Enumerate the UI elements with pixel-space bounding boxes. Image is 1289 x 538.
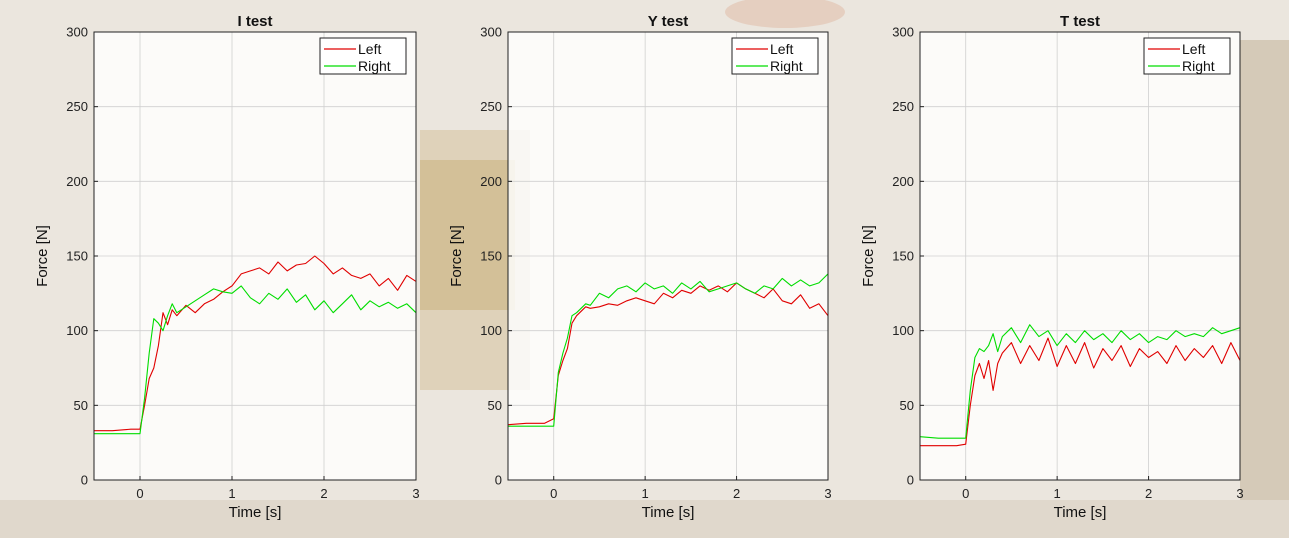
y-tick-label: 100 (66, 323, 88, 338)
chart-title: I test (237, 13, 272, 30)
y-tick-label: 100 (480, 323, 502, 338)
x-axis-label: Time [s] (1054, 504, 1107, 521)
x-tick-label: 2 (733, 486, 740, 501)
legend-label-left: Left (358, 41, 381, 57)
x-tick-label: 0 (550, 486, 557, 501)
x-tick-label: 3 (824, 486, 831, 501)
legend-label-left: Left (1182, 41, 1205, 57)
x-axis-label: Time [s] (642, 504, 695, 521)
y-axis-label: Force [N] (860, 225, 877, 287)
y-tick-label: 300 (892, 25, 914, 40)
x-tick-label: 0 (962, 486, 969, 501)
x-tick-label: 3 (1236, 486, 1243, 501)
chart-panel-2: 0 50 100 150 200 250 300 0 1 2 3 Y test Time [s] Forc… (448, 13, 832, 521)
x-tick-label: 3 (412, 486, 419, 501)
y-tick-label: 150 (66, 249, 88, 264)
y-tick-label: 250 (892, 99, 914, 114)
y-tick-label: 300 (480, 25, 502, 40)
y-tick-label: 150 (480, 249, 502, 264)
legend-label-left: Left (770, 41, 793, 57)
x-tick-label: 1 (228, 486, 235, 501)
chart-panel-1: 0 50 100 150 200 250 300 0 1 2 3 I test Time [s] Forc… (34, 13, 420, 521)
legend-box (731, 37, 819, 75)
x-tick-label: 1 (1054, 486, 1061, 501)
y-tick-label: 200 (66, 174, 88, 189)
x-tick-label: 0 (136, 486, 143, 501)
legend-label-right: Right (1182, 58, 1215, 74)
y-tick-label: 100 (892, 323, 914, 338)
background-floor (0, 500, 1289, 538)
legend-label-right: Right (770, 58, 803, 74)
y-tick-label: 50 (74, 398, 88, 413)
chart-title: Y test (648, 13, 689, 30)
y-axis-label: Force [N] (34, 225, 51, 287)
series-line-right (94, 285, 417, 435)
y-tick-label: 300 (66, 25, 88, 40)
y-tick-label: 200 (892, 174, 914, 189)
legend-box (1143, 37, 1231, 75)
y-tick-label: 50 (488, 398, 502, 413)
y-tick-label: 250 (66, 99, 88, 114)
y-tick-label: 0 (81, 473, 88, 488)
background-arm (725, 0, 845, 28)
legend-box (319, 37, 407, 75)
background-window (420, 160, 515, 310)
y-tick-label: 0 (495, 473, 502, 488)
background-right-panel (1240, 40, 1289, 500)
y-tick-label: 250 (480, 99, 502, 114)
y-tick-label: 0 (907, 473, 914, 488)
x-tick-label: 1 (642, 486, 649, 501)
y-tick-label: 50 (900, 398, 914, 413)
y-axis-label: Force [N] (448, 225, 465, 287)
chart-panel-3: 0 50 100 150 200 250 300 0 1 2 3 T test Time [s] Forc… (860, 13, 1244, 521)
x-tick-label: 2 (320, 486, 327, 501)
series-line-left (507, 282, 829, 426)
legend-label-right: Right (358, 58, 391, 74)
y-tick-label: 150 (892, 249, 914, 264)
y-tick-label: 200 (480, 174, 502, 189)
series-line-left (94, 255, 417, 432)
series-line-left (920, 337, 1241, 447)
x-tick-label: 2 (1145, 486, 1152, 501)
series-line-right (508, 273, 829, 427)
x-axis-label: Time [s] (229, 504, 282, 521)
chart-title: T test (1060, 13, 1100, 30)
series-line-right (919, 324, 1241, 439)
